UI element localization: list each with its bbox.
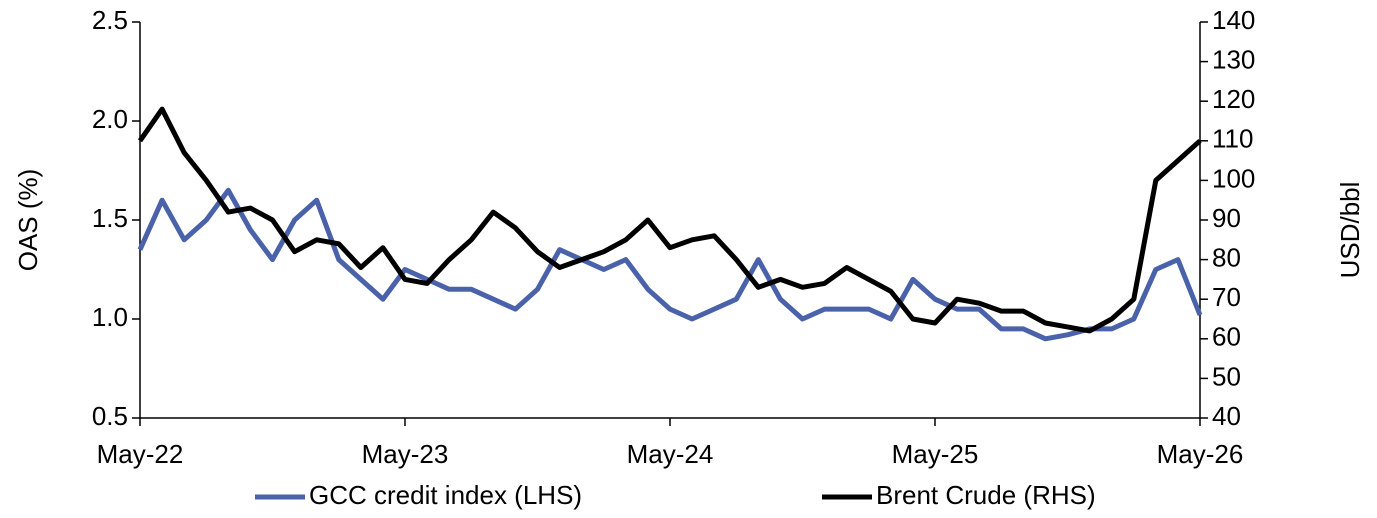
line-series <box>137 106 1202 334</box>
y-tick-label: 1.0 <box>92 302 128 332</box>
y2-tick-label: 130 <box>1212 44 1255 74</box>
y2-tick-label: 140 <box>1212 5 1255 35</box>
y2-tick-label: 110 <box>1212 124 1253 154</box>
y2-tick-label: 70 <box>1212 282 1241 312</box>
y2-tick-label: 80 <box>1212 242 1241 272</box>
y2-tick-label: 50 <box>1212 361 1241 391</box>
legend-label: GCC credit index (LHS) <box>309 480 582 510</box>
line-series <box>137 187 1203 342</box>
y2-tick-label: 100 <box>1212 163 1255 193</box>
y2-tick-label: 40 <box>1212 401 1241 431</box>
y-tick-label: 1.5 <box>92 203 128 233</box>
y2-axis-label: USD/bbl <box>1335 182 1365 279</box>
y-tick-label: 2.0 <box>92 104 128 134</box>
x-tick-label: May-22 <box>97 439 184 469</box>
x-tick-label: May-23 <box>362 439 449 469</box>
y2-tick-label: 60 <box>1212 322 1241 352</box>
legend-label: Brent Crude (RHS) <box>876 480 1096 510</box>
y2-tick-label: 120 <box>1212 84 1255 114</box>
x-tick-label: May-26 <box>1157 439 1244 469</box>
y-axis-label: OAS (%) <box>13 169 43 272</box>
x-tick-label: May-24 <box>627 439 714 469</box>
y2-tick-label: 90 <box>1212 203 1241 233</box>
y-tick-label: 2.5 <box>92 5 128 35</box>
y-tick-label: 0.5 <box>92 401 128 431</box>
x-tick-label: May-25 <box>892 439 979 469</box>
